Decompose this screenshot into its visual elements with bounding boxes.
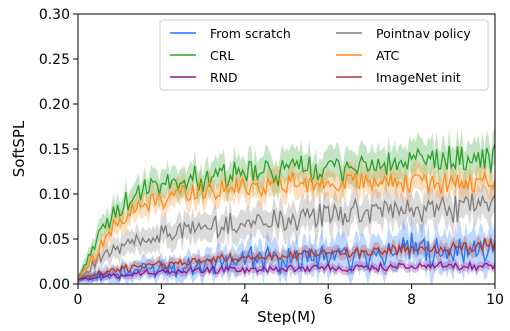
series-line-pointnav-policy [77,193,496,280]
legend-box [159,19,489,91]
band-pointnav-policy [78,177,495,284]
series-line-rnd [77,260,496,281]
x-tick-label: 2 [157,292,166,308]
y-tick-label: 0.05 [39,232,70,248]
legend-label-pointnav-policy: Pointnav policy [376,26,471,41]
legend-label-imagenet-init: ImageNet init [376,70,461,85]
legend-label-rnd: RND [210,70,238,85]
x-tick-label: 4 [240,292,249,308]
series-line-from-scratch [77,232,496,283]
series-line-atc [77,170,496,280]
y-tick-label: 0.10 [39,187,70,203]
x-axis-title: Step(M) [257,308,316,326]
series-line-imagenet-init [77,237,496,281]
band-atc [78,158,495,284]
legend: From scratch Pointnav policy CRL ATC RND Imag… [159,19,489,91]
x-axis-ticks: 0 2 4 6 8 10 [74,284,504,308]
x-tick-label: 10 [486,292,504,308]
series-line-crl [77,143,496,280]
legend-label-atc: ATC [376,48,399,63]
y-tick-label: 0.15 [39,142,70,158]
y-axis-title: SoftSPL [10,120,28,177]
x-tick-label: 6 [324,292,333,308]
y-tick-label: 0.00 [39,277,70,293]
y-axis-ticks: 0.00 0.05 0.10 0.15 0.20 0.25 0.30 [39,7,78,293]
x-tick-label: 8 [407,292,416,308]
y-tick-label: 0.25 [39,52,70,68]
y-tick-label: 0.30 [39,7,70,23]
x-tick-label: 0 [74,292,83,308]
series-lines [77,143,496,283]
legend-label-crl: CRL [210,48,234,63]
y-tick-label: 0.20 [39,97,70,113]
band-from-scratch [78,213,495,284]
legend-label-from-scratch: From scratch [210,26,291,41]
